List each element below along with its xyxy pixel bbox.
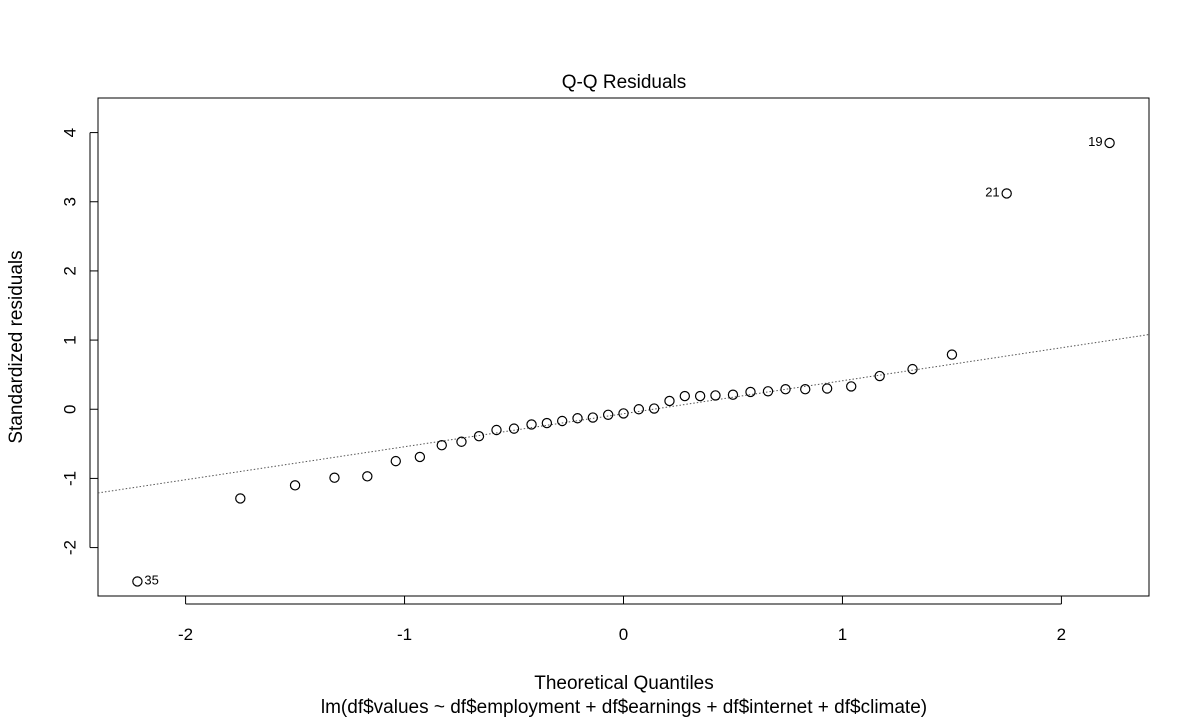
x-tick-label: 0 — [619, 625, 628, 644]
x-tick-label: 2 — [1057, 625, 1066, 644]
model-formula-subtitle: lm(df$values ~ df$employment + df$earnin… — [321, 697, 927, 718]
data-point — [745, 386, 756, 398]
x-tick-label: 1 — [838, 625, 847, 644]
data-point — [648, 403, 660, 414]
x-tick-label: -1 — [397, 625, 412, 644]
data-point — [235, 493, 246, 504]
point-label: 19 — [1088, 134, 1102, 149]
data-point — [946, 349, 958, 360]
data-point — [132, 576, 143, 587]
y-tick-label: -2 — [61, 540, 80, 555]
y-axis-title: Standardized residuals — [6, 250, 27, 443]
data-point — [762, 386, 774, 397]
y-tick-label: 2 — [61, 266, 80, 275]
data-point — [846, 381, 857, 392]
data-point — [414, 451, 426, 463]
x-axis-title: Theoretical Quantiles — [534, 673, 714, 694]
plot-frame — [97, 97, 1150, 597]
data-point — [780, 383, 791, 395]
data-point — [289, 480, 301, 491]
data-point — [907, 363, 918, 375]
data-point — [436, 440, 447, 451]
x-tick-label: -2 — [178, 625, 193, 644]
data-point — [727, 389, 739, 400]
data-point — [1001, 188, 1012, 199]
chart-title: Q-Q Residuals — [562, 72, 687, 93]
x-axis: -2 -1 0 1 2 — [178, 596, 1066, 644]
data-point — [618, 408, 629, 419]
reference-line-layer — [97, 334, 1150, 494]
data-point — [473, 431, 485, 442]
data-point — [556, 415, 568, 427]
data-point — [541, 417, 553, 429]
data-point — [587, 412, 599, 423]
data-point — [679, 390, 691, 402]
data-point — [390, 455, 401, 467]
y-tick-label: 1 — [61, 335, 80, 344]
y-axis: -2 -1 0 1 2 3 4 — [61, 128, 98, 555]
data-point — [821, 383, 833, 394]
data-point — [710, 390, 721, 401]
data-point — [800, 383, 811, 395]
data-point — [633, 404, 645, 415]
points-layer: 35 21 19 — [132, 134, 1115, 587]
point-label: 21 — [985, 184, 999, 199]
data-point — [491, 424, 502, 436]
data-point — [572, 413, 583, 424]
data-point — [456, 436, 467, 447]
data-point — [1104, 137, 1115, 149]
data-point — [874, 370, 885, 382]
qq-reference-line — [97, 334, 1150, 494]
y-tick-label: 0 — [61, 405, 80, 414]
data-point — [329, 472, 340, 483]
data-point — [602, 409, 614, 420]
data-point — [362, 471, 373, 482]
data-point — [526, 419, 537, 430]
data-point — [508, 423, 520, 434]
y-tick-label: 3 — [61, 197, 80, 206]
y-tick-label: -1 — [61, 471, 80, 486]
data-point — [694, 390, 706, 402]
point-label: 35 — [144, 572, 158, 587]
y-tick-label: 4 — [61, 128, 80, 137]
data-point — [664, 395, 675, 407]
